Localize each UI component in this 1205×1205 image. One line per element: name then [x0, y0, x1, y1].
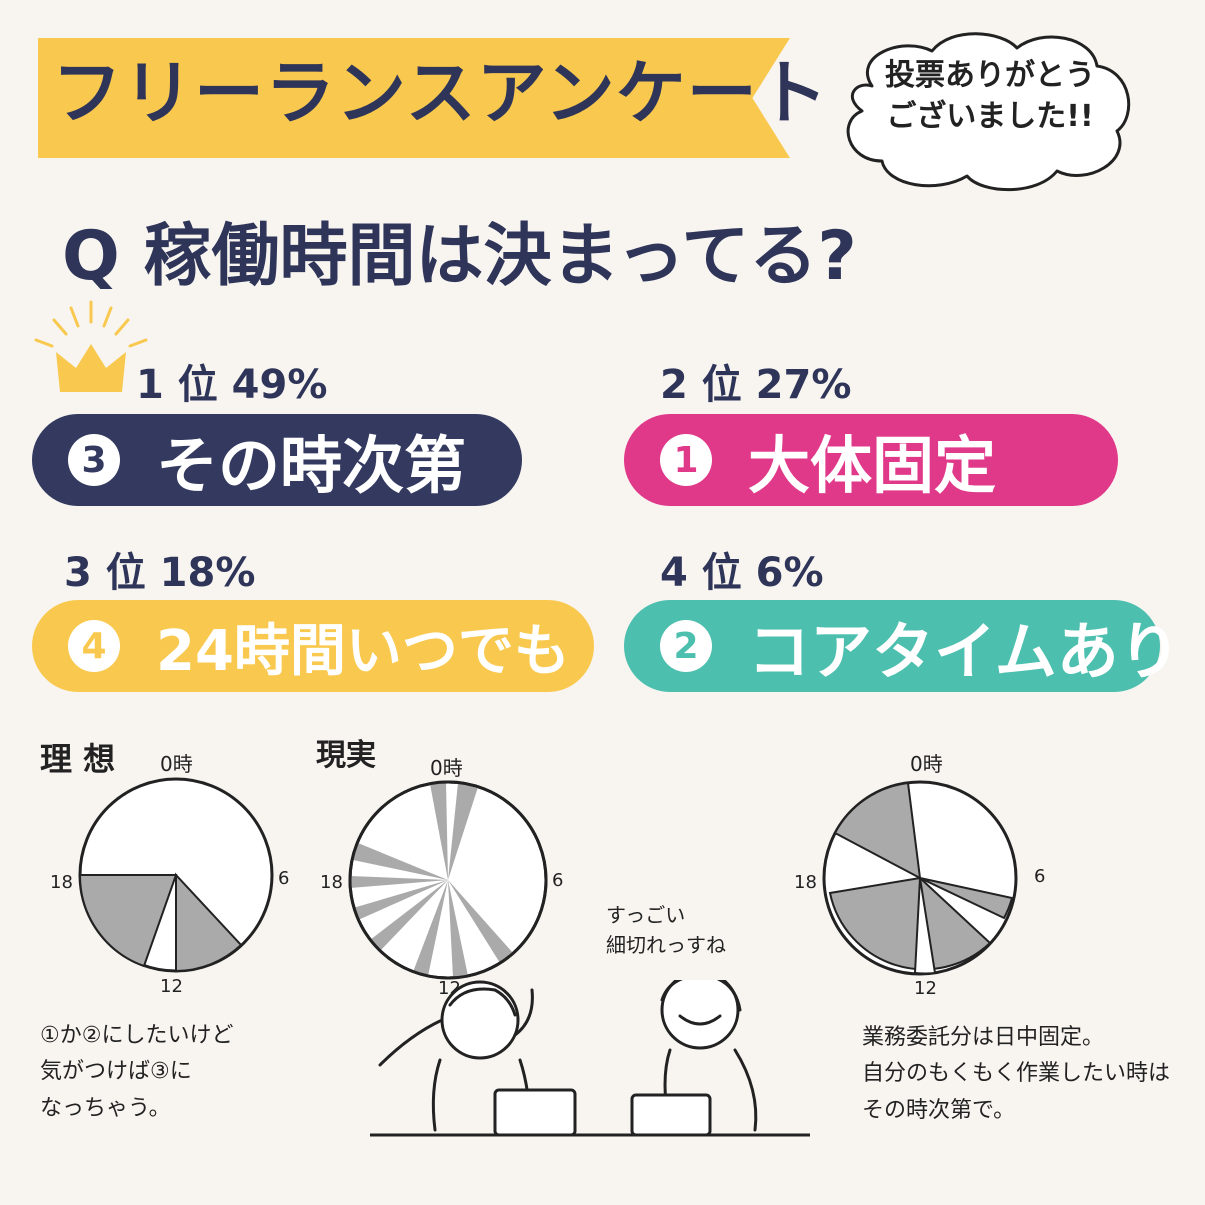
crown-icon — [34, 300, 148, 392]
label-0: 0時 — [910, 752, 943, 776]
thanks-line-1: 投票ありがとう — [885, 58, 1095, 93]
caption-line: 自分のもくもく作業したい時は — [862, 1061, 1171, 1087]
rank-2-label: 2 位 27% — [660, 362, 852, 408]
caption-line: 気がつけば③に — [40, 1059, 192, 1085]
caption-line: ①か②にしたいけど — [40, 1023, 234, 1048]
thanks-message: 投票ありがとう ございました!! — [860, 56, 1120, 137]
label-12: 12 — [914, 978, 937, 999]
label-18: 18 — [50, 872, 73, 893]
reality-clock-chart: 0時 6 12 18 — [318, 748, 578, 999]
label-6: 6 — [278, 868, 290, 889]
label-0: 0時 — [160, 752, 193, 776]
label-0: 0時 — [430, 756, 463, 780]
rank-1-label: 1 位 49% — [136, 362, 328, 408]
answer-label: 24時間いつでも — [156, 618, 570, 684]
thanks-line-2: ございました!! — [886, 98, 1094, 134]
title-banner — [38, 38, 790, 158]
reality-title: 現実 — [316, 738, 376, 773]
rank-4-label: 4 位 6% — [660, 550, 824, 596]
answer-number-badge: 3 — [68, 434, 120, 486]
label-6: 6 — [1034, 866, 1046, 887]
caption-line: その時次第で。 — [862, 1097, 1016, 1123]
caption-ideal: ①か②にしたいけど 気がつけば③に なっちゃう。 — [40, 1018, 233, 1127]
answer-number-badge: 1 — [660, 434, 712, 486]
answer-pill-rank-3: 4 24時間いつでも — [32, 600, 594, 692]
answer-label: コアタイムあり — [748, 615, 1181, 688]
answer-pill-rank-4: 2 コアタイムあり — [624, 600, 1181, 692]
label-6: 6 — [552, 870, 564, 891]
my-clock-chart: 0時 6 12 18 — [790, 748, 1060, 999]
label-12: 12 — [160, 976, 183, 997]
ideal-clock-chart: 0時 6 12 18 — [40, 748, 300, 998]
label-18: 18 — [794, 872, 817, 893]
caption-line: なっちゃう。 — [40, 1095, 171, 1121]
answer-pill-rank-2: 1 大体固定 — [624, 414, 1118, 506]
answer-label: その時次第 — [156, 429, 467, 502]
caption-mine: 業務委託分は日中固定。 自分のもくもく作業したい時は その時次第で。 — [862, 1020, 1170, 1129]
answer-number-badge: 2 — [660, 620, 712, 672]
answer-number-badge: 4 — [68, 620, 120, 672]
rank-3-label: 3 位 18% — [64, 550, 256, 596]
page-title: フリーランスアンケート — [52, 52, 829, 134]
caption-line: 業務委託分は日中固定。 — [862, 1025, 1105, 1050]
answer-pill-rank-1: 3 その時次第 — [32, 414, 522, 506]
question-heading: Q 稼働時間は決まってる? — [62, 217, 857, 296]
speech-text: すっごい 細切れっすね — [606, 903, 726, 957]
ideal-title: 理 想 — [40, 740, 116, 778]
label-18: 18 — [320, 872, 343, 893]
answer-label: 大体固定 — [748, 429, 997, 502]
working-people-illustration — [370, 980, 810, 1137]
thanks-cloud — [846, 32, 1131, 192]
